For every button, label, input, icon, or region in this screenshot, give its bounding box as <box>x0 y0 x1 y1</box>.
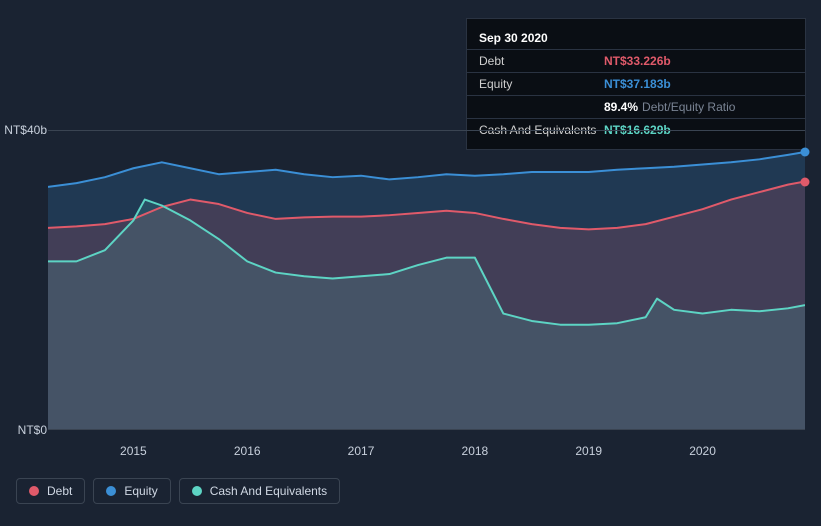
tooltip-date: Sep 30 2020 <box>479 29 548 47</box>
legend-item[interactable]: Cash And Equivalents <box>179 478 340 504</box>
legend-label: Debt <box>47 484 72 498</box>
legend-swatch <box>29 486 39 496</box>
tooltip-date-row: Sep 30 2020 <box>467 27 805 50</box>
chart-svg <box>48 131 805 429</box>
legend-swatch <box>192 486 202 496</box>
tooltip-row: DebtNT$33.226b <box>467 50 805 73</box>
x-axis-labels: 2015 2016 2017 2018 2019 2020 <box>48 444 805 464</box>
tooltip-value: NT$37.183b <box>604 75 671 93</box>
x-axis-tick-label: 2016 <box>234 444 261 458</box>
series-end-marker <box>801 148 810 157</box>
legend-label: Equity <box>124 484 157 498</box>
tooltip-value: NT$33.226b <box>604 52 671 70</box>
x-axis-tick-label: 2017 <box>348 444 375 458</box>
legend-label: Cash And Equivalents <box>210 484 327 498</box>
legend-item[interactable]: Equity <box>93 478 170 504</box>
y-axis-label-min: NT$0 <box>18 423 47 437</box>
x-axis-tick-label: 2018 <box>462 444 489 458</box>
tooltip-label: Equity <box>479 75 604 93</box>
chart-plot-area[interactable] <box>48 130 805 430</box>
legend-swatch <box>106 486 116 496</box>
x-axis-tick-label: 2015 <box>120 444 147 458</box>
tooltip-value: 89.4% <box>604 98 638 116</box>
tooltip-sublabel: Debt/Equity Ratio <box>642 98 735 116</box>
chart-container: Sep 30 2020 DebtNT$33.226bEquityNT$37.18… <box>0 0 821 526</box>
y-axis-label-max: NT$40b <box>4 123 47 137</box>
tooltip-row: EquityNT$37.183b <box>467 73 805 96</box>
x-axis-tick-label: 2019 <box>575 444 602 458</box>
tooltip-row: 89.4%Debt/Equity Ratio <box>467 96 805 119</box>
legend-item[interactable]: Debt <box>16 478 85 504</box>
x-axis-tick-label: 2020 <box>689 444 716 458</box>
series-end-marker <box>801 177 810 186</box>
tooltip-label: Debt <box>479 52 604 70</box>
legend: Debt Equity Cash And Equivalents <box>16 478 340 504</box>
tooltip-label <box>479 98 604 116</box>
